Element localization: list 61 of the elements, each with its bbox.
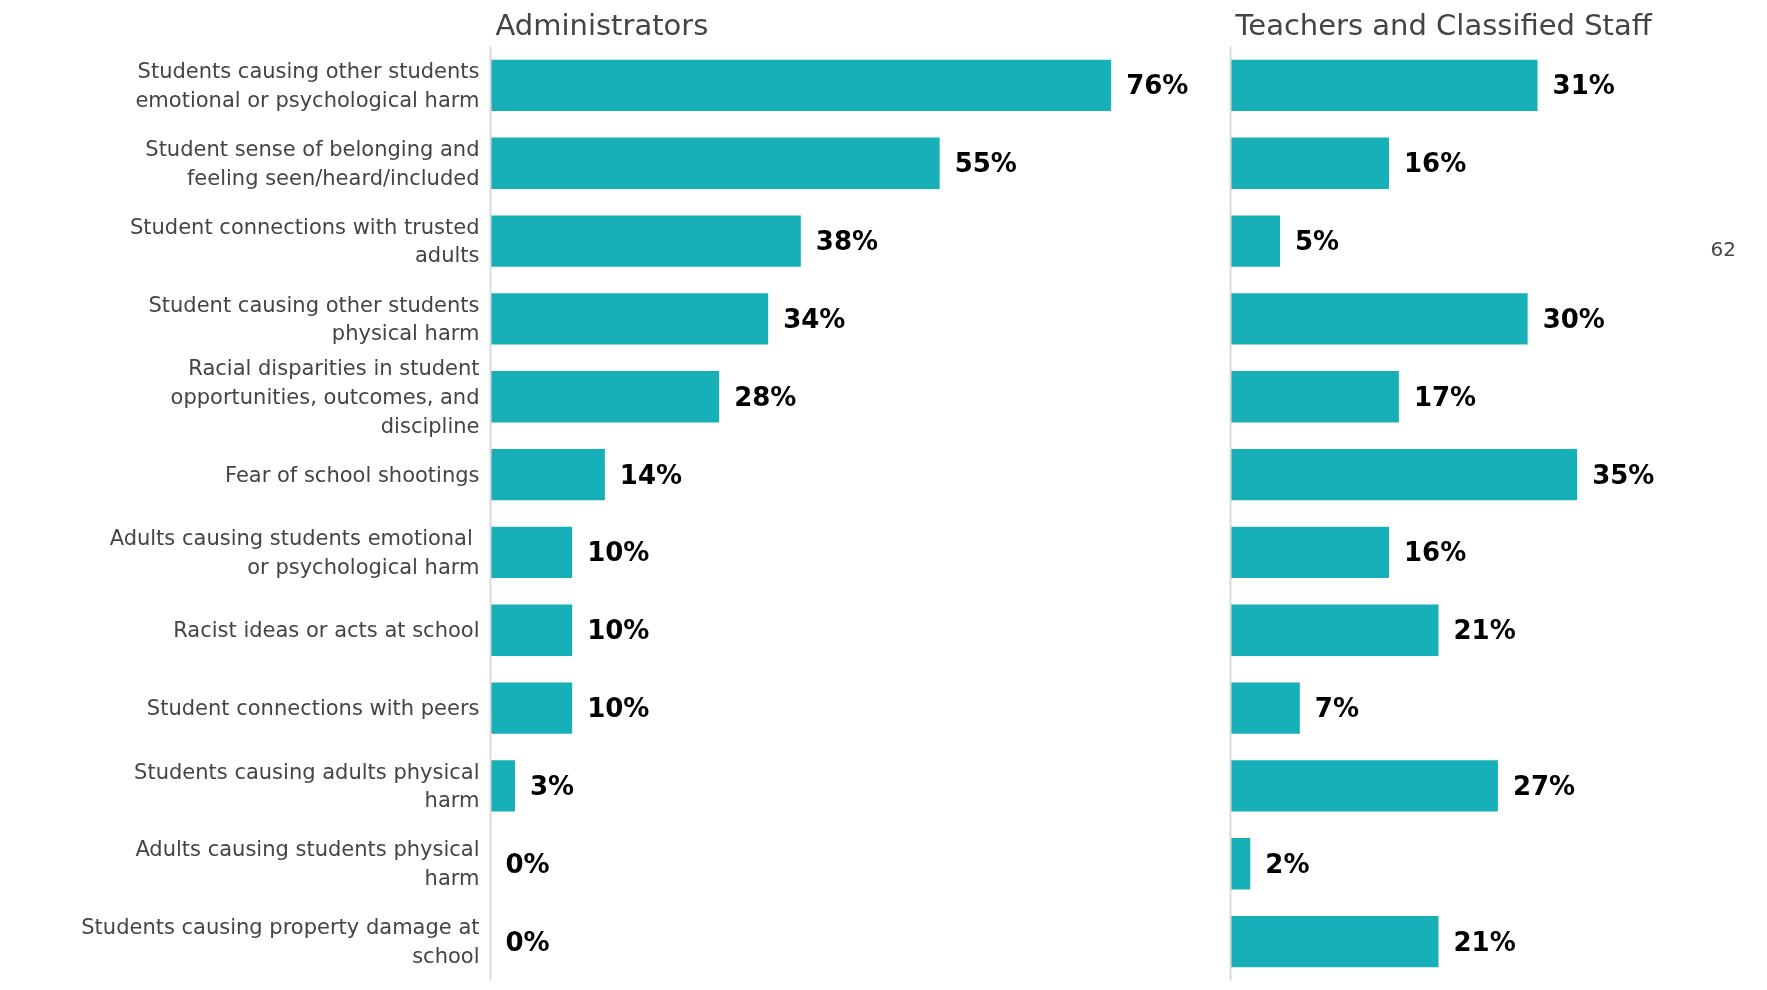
data-label: 0% — [505, 848, 550, 879]
bar — [490, 293, 769, 345]
data-label: 14% — [619, 459, 683, 490]
bar — [1230, 137, 1389, 189]
y-tick-label: Students causing adults physical harm — [134, 759, 480, 813]
chart-title: Teachers and Classified Staff — [1234, 7, 1653, 42]
data-label: 34% — [783, 303, 846, 334]
bar — [1230, 59, 1538, 112]
bar — [1230, 682, 1300, 734]
data-label: 2% — [1265, 848, 1310, 879]
y-tick-label: Students causing other students emotional or psychological harm — [135, 59, 480, 112]
y-tick-label: Racial disparities in student opportunities, outcomes, and discipline — [170, 355, 480, 438]
bar — [1230, 760, 1498, 812]
data-label: 16% — [1403, 148, 1467, 179]
data-label: 10% — [587, 537, 650, 568]
data-label: 35% — [1592, 459, 1655, 490]
data-label: 27% — [1512, 770, 1576, 801]
data-label: 38% — [815, 226, 879, 257]
bar — [490, 137, 940, 189]
y-tick-label: Adults causing students emotional or psychological harm — [109, 526, 480, 579]
y-tick-label: Student connections with trusted adults — [130, 214, 480, 268]
data-label: 7% — [1314, 693, 1359, 724]
bar — [1230, 448, 1578, 501]
bar — [1230, 604, 1439, 656]
bar — [1230, 915, 1439, 968]
bar — [490, 59, 1112, 112]
bar — [1230, 293, 1528, 345]
y-tick-label: Racist ideas or acts at school — [173, 618, 480, 643]
data-label: 5% — [1295, 226, 1340, 257]
data-label: 21% — [1453, 926, 1516, 957]
bar — [490, 526, 573, 579]
y-tick-label: Student connections with peers — [146, 696, 480, 721]
bar — [490, 215, 801, 267]
bar — [1230, 526, 1389, 579]
y-tick-label: Fear of school shootings — [224, 462, 480, 487]
y-tick-label: Students causing property damage at school — [81, 915, 480, 968]
y-tick-label: Student sense of belonging and feeling seen/heard/included — [145, 136, 480, 190]
data-label: 16% — [1403, 537, 1467, 568]
data-label: 55% — [954, 148, 1017, 179]
data-label: 10% — [587, 615, 650, 646]
data-label: 28% — [734, 381, 797, 412]
bar — [490, 371, 720, 423]
bar — [1230, 215, 1281, 267]
bar — [490, 448, 605, 501]
data-label: 30% — [1542, 303, 1605, 334]
data-label: 10% — [587, 693, 650, 724]
y-tick-label: Student causing other students physical harm — [148, 292, 480, 346]
text: 62 — [1710, 236, 1736, 261]
data-label: 31% — [1552, 70, 1615, 101]
data-label: 21% — [1453, 615, 1516, 646]
bar — [1230, 371, 1399, 423]
bar — [490, 760, 515, 812]
chart-title: Administrators — [495, 7, 709, 42]
data-label: 76% — [1126, 70, 1189, 101]
bar — [1230, 838, 1251, 890]
bar — [490, 604, 573, 656]
data-label: 3% — [530, 770, 575, 801]
data-label: 0% — [505, 926, 550, 957]
data-label: 17% — [1413, 381, 1477, 412]
y-tick-label: Adults causing students physical harm — [135, 837, 480, 891]
bar — [490, 682, 573, 734]
